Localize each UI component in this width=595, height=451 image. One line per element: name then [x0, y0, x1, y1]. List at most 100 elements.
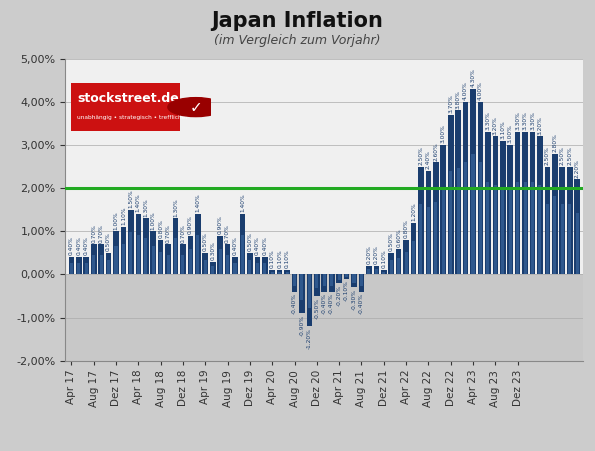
- Bar: [321, 275, 327, 292]
- Text: 2.80%: 2.80%: [552, 133, 558, 152]
- Text: 1.30%: 1.30%: [173, 198, 178, 216]
- Text: 2.40%: 2.40%: [426, 150, 431, 169]
- Bar: [137, 235, 140, 275]
- Bar: [494, 184, 497, 275]
- Text: -0.20%: -0.20%: [337, 285, 342, 306]
- Bar: [202, 253, 208, 275]
- Bar: [485, 132, 491, 275]
- Text: 0.20%: 0.20%: [367, 245, 371, 264]
- Bar: [211, 266, 214, 275]
- Bar: [567, 166, 572, 275]
- Text: 1.40%: 1.40%: [240, 193, 245, 212]
- Bar: [336, 275, 342, 283]
- Bar: [196, 235, 199, 275]
- Bar: [226, 255, 229, 275]
- Bar: [128, 210, 134, 275]
- Bar: [337, 275, 341, 280]
- Text: 0.80%: 0.80%: [158, 219, 163, 238]
- Text: 1.30%: 1.30%: [143, 198, 148, 216]
- Bar: [91, 244, 96, 275]
- Text: 3.10%: 3.10%: [500, 120, 505, 139]
- Bar: [65, 59, 583, 275]
- Bar: [411, 223, 416, 275]
- Bar: [315, 275, 318, 289]
- Bar: [330, 275, 333, 285]
- Bar: [152, 246, 155, 275]
- Text: 2.50%: 2.50%: [567, 146, 572, 165]
- Bar: [174, 238, 177, 275]
- Bar: [403, 240, 409, 275]
- Text: 3.30%: 3.30%: [515, 111, 520, 130]
- Bar: [84, 263, 88, 275]
- Bar: [440, 145, 446, 275]
- Text: 2.50%: 2.50%: [418, 146, 424, 165]
- Bar: [531, 182, 534, 275]
- Bar: [165, 244, 171, 275]
- Bar: [121, 227, 126, 275]
- Bar: [286, 272, 289, 275]
- Text: 0.40%: 0.40%: [233, 237, 237, 255]
- Text: 0.70%: 0.70%: [99, 224, 104, 243]
- Bar: [509, 190, 512, 275]
- Bar: [486, 182, 490, 275]
- Bar: [553, 196, 556, 275]
- Bar: [241, 235, 244, 275]
- Bar: [92, 255, 95, 275]
- Bar: [167, 255, 170, 275]
- Text: 0.70%: 0.70%: [91, 224, 96, 243]
- Bar: [98, 244, 104, 275]
- Text: 4.00%: 4.00%: [478, 81, 483, 100]
- Bar: [412, 241, 415, 275]
- Bar: [187, 235, 193, 275]
- Bar: [575, 213, 579, 275]
- Text: -0.50%: -0.50%: [314, 298, 320, 319]
- Text: 0.50%: 0.50%: [248, 232, 252, 251]
- Bar: [329, 275, 334, 292]
- Text: 3.00%: 3.00%: [508, 124, 513, 143]
- Bar: [434, 202, 437, 275]
- Bar: [263, 263, 267, 275]
- Text: 0.60%: 0.60%: [396, 228, 401, 247]
- Text: 0.10%: 0.10%: [381, 250, 386, 268]
- Text: 0.10%: 0.10%: [284, 250, 290, 268]
- Bar: [83, 257, 89, 275]
- Text: 1.50%: 1.50%: [129, 189, 133, 208]
- Bar: [396, 249, 402, 275]
- Bar: [390, 260, 393, 275]
- Text: ✓: ✓: [189, 100, 202, 115]
- Bar: [359, 275, 364, 292]
- Bar: [448, 115, 453, 275]
- Bar: [463, 102, 468, 275]
- Text: unabhängig • strategisch • trefflicher: unabhängig • strategisch • trefflicher: [77, 115, 188, 120]
- Bar: [256, 263, 259, 275]
- Bar: [255, 257, 260, 275]
- Text: 4.00%: 4.00%: [463, 81, 468, 100]
- Text: 0.90%: 0.90%: [218, 215, 223, 234]
- Bar: [464, 162, 467, 275]
- Circle shape: [168, 98, 224, 117]
- Bar: [278, 272, 281, 275]
- Text: (im Vergleich zum Vorjahr): (im Vergleich zum Vorjahr): [214, 34, 381, 47]
- Text: 0.50%: 0.50%: [389, 232, 394, 251]
- Bar: [306, 275, 312, 326]
- Bar: [314, 275, 320, 296]
- Bar: [180, 244, 186, 275]
- Text: 0.30%: 0.30%: [210, 241, 215, 260]
- Bar: [530, 132, 536, 275]
- Text: 3.00%: 3.00%: [441, 124, 446, 143]
- Bar: [299, 275, 305, 313]
- Bar: [144, 238, 148, 275]
- Bar: [559, 166, 565, 275]
- Text: 0.50%: 0.50%: [203, 232, 208, 251]
- Bar: [270, 270, 275, 275]
- Text: 0.70%: 0.70%: [180, 224, 186, 243]
- Text: -0.90%: -0.90%: [299, 315, 305, 336]
- Text: 3.30%: 3.30%: [530, 111, 535, 130]
- Bar: [456, 168, 460, 275]
- Bar: [501, 188, 505, 275]
- Text: 0.70%: 0.70%: [225, 224, 230, 243]
- Bar: [106, 253, 111, 275]
- Text: 2.50%: 2.50%: [545, 146, 550, 165]
- Bar: [471, 154, 475, 275]
- Text: 0.80%: 0.80%: [403, 219, 409, 238]
